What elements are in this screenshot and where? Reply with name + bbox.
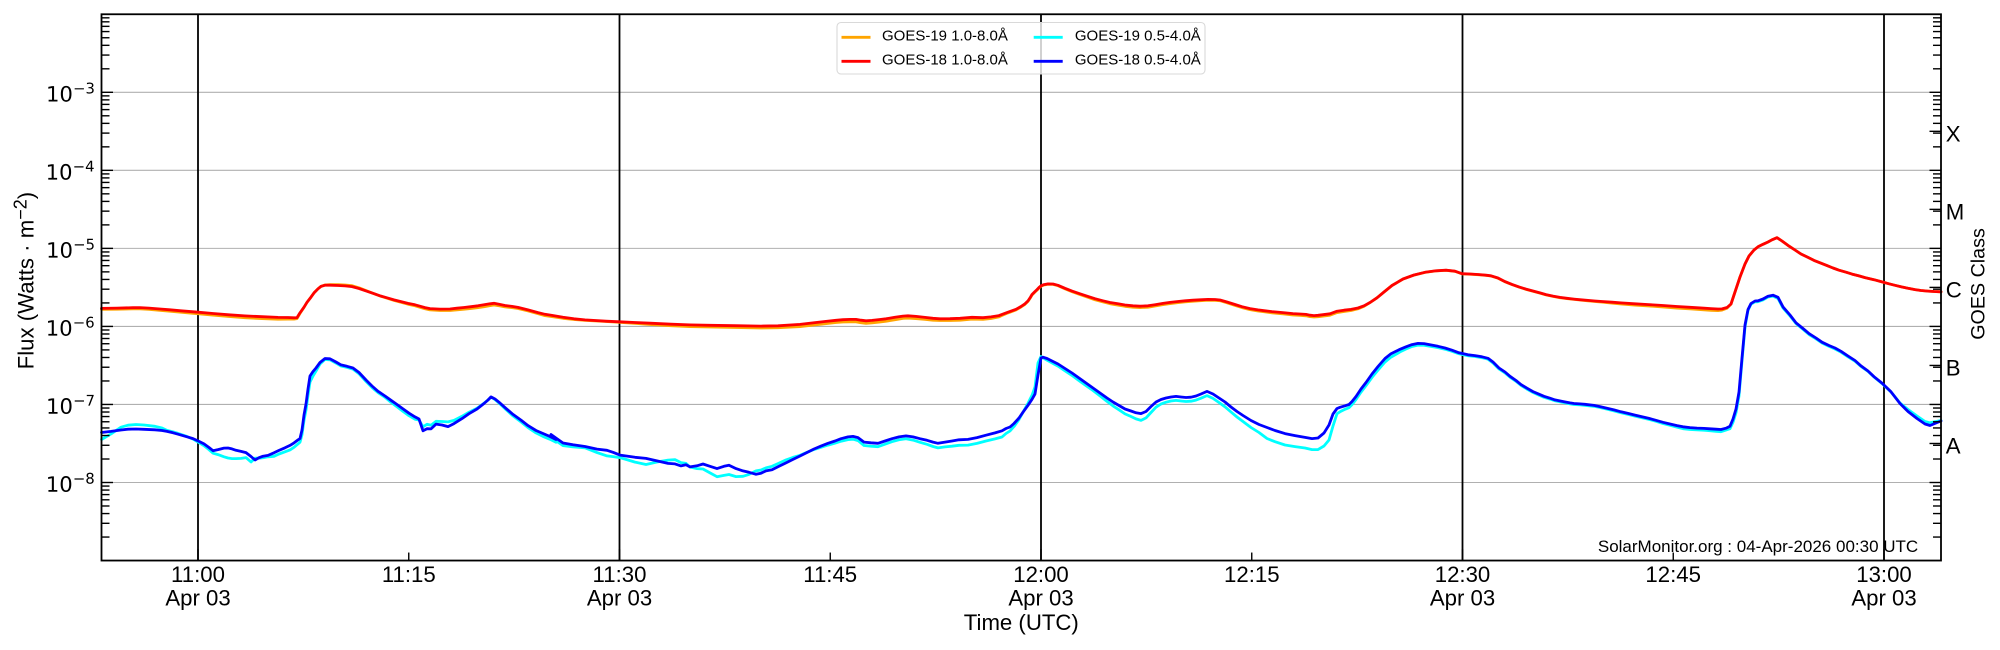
svg-text:GOES-19 0.5-4.0Å: GOES-19 0.5-4.0Å (1075, 28, 1201, 45)
svg-text:Apr 03: Apr 03 (1008, 586, 1073, 611)
svg-text:12:30: 12:30 (1435, 562, 1491, 587)
svg-text:Apr 03: Apr 03 (1430, 586, 1495, 611)
svg-text:GOES Class: GOES Class (1968, 228, 1990, 340)
svg-text:12:45: 12:45 (1645, 562, 1701, 587)
svg-text:13:00: 13:00 (1856, 562, 1912, 587)
svg-text:Apr 03: Apr 03 (1851, 586, 1916, 611)
svg-text:11:00: 11:00 (171, 562, 225, 587)
svg-text:Flux (Watts · m−2): Flux (Watts · m−2) (10, 192, 38, 369)
svg-text:Apr 03: Apr 03 (165, 586, 230, 611)
svg-text:11:45: 11:45 (803, 562, 857, 587)
svg-text:C: C (1946, 278, 1962, 303)
svg-text:Time (UTC): Time (UTC) (964, 610, 1079, 635)
svg-text:GOES-18 1.0-8.0Å: GOES-18 1.0-8.0Å (882, 52, 1008, 69)
svg-text:X: X (1946, 122, 1961, 147)
svg-text:11:30: 11:30 (593, 562, 647, 587)
svg-text:11:15: 11:15 (382, 562, 436, 587)
svg-text:GOES-19 1.0-8.0Å: GOES-19 1.0-8.0Å (882, 28, 1008, 45)
svg-text:M: M (1946, 200, 1964, 225)
svg-text:GOES-18 0.5-4.0Å: GOES-18 0.5-4.0Å (1075, 52, 1201, 69)
svg-text:Apr 03: Apr 03 (587, 586, 652, 611)
svg-text:A: A (1946, 434, 1961, 459)
svg-text:SolarMonitor.org : 04-Apr-2026: SolarMonitor.org : 04-Apr-2026 00:30 UTC (1598, 537, 1918, 556)
svg-text:B: B (1946, 356, 1961, 381)
svg-text:12:15: 12:15 (1224, 562, 1280, 587)
svg-text:12:00: 12:00 (1013, 562, 1069, 587)
